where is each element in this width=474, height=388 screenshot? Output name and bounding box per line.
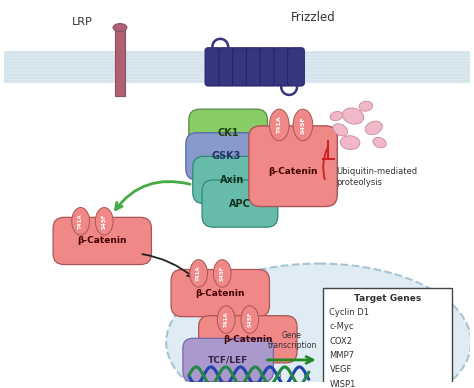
Ellipse shape (373, 137, 386, 148)
Ellipse shape (359, 101, 373, 111)
FancyBboxPatch shape (186, 133, 266, 180)
FancyBboxPatch shape (288, 48, 304, 86)
Text: Ubiquitin-mediated
proteolysis: Ubiquitin-mediated proteolysis (337, 167, 418, 187)
Text: β-Catenin: β-Catenin (223, 335, 273, 344)
Ellipse shape (166, 263, 471, 388)
FancyBboxPatch shape (202, 180, 278, 227)
Ellipse shape (241, 306, 259, 333)
Ellipse shape (269, 109, 289, 140)
Text: S45F: S45F (102, 213, 107, 229)
Bar (115, 29, 125, 96)
Text: S45F: S45F (220, 266, 225, 281)
Ellipse shape (218, 306, 235, 333)
Ellipse shape (72, 208, 90, 235)
Ellipse shape (330, 111, 343, 121)
FancyBboxPatch shape (323, 288, 452, 388)
FancyBboxPatch shape (205, 48, 222, 86)
FancyBboxPatch shape (199, 316, 297, 363)
Text: VEGF: VEGF (329, 365, 352, 374)
Text: S45F: S45F (247, 312, 252, 327)
Bar (4, 51, 470, 83)
Text: APC: APC (229, 199, 251, 209)
Text: Gene
transcription: Gene transcription (267, 331, 317, 350)
FancyBboxPatch shape (274, 48, 291, 86)
Text: Axin: Axin (220, 175, 244, 185)
FancyBboxPatch shape (193, 156, 272, 204)
FancyBboxPatch shape (246, 48, 263, 86)
Ellipse shape (340, 136, 360, 149)
Text: Cyclin D1: Cyclin D1 (329, 308, 369, 317)
Text: S45F: S45F (301, 116, 305, 134)
Text: β-Catenin: β-Catenin (196, 289, 245, 298)
Text: WISP1: WISP1 (329, 379, 356, 388)
Ellipse shape (365, 121, 383, 135)
Text: T41A: T41A (196, 265, 201, 281)
FancyBboxPatch shape (260, 48, 277, 86)
Text: Target Genes: Target Genes (354, 294, 421, 303)
FancyBboxPatch shape (189, 109, 267, 156)
Text: CK1: CK1 (218, 128, 239, 138)
Ellipse shape (213, 260, 231, 287)
Text: MMP7: MMP7 (329, 351, 355, 360)
Ellipse shape (333, 124, 347, 136)
Text: GSK3: GSK3 (211, 151, 241, 161)
Ellipse shape (113, 24, 127, 31)
Text: β-Catenin: β-Catenin (78, 236, 127, 246)
Text: T41A: T41A (277, 116, 282, 134)
FancyBboxPatch shape (249, 126, 337, 206)
Text: COX2: COX2 (329, 337, 353, 346)
Ellipse shape (293, 109, 313, 140)
Ellipse shape (95, 208, 113, 235)
Text: TCF/LEF: TCF/LEF (208, 355, 248, 364)
Text: T41A: T41A (78, 213, 83, 229)
Ellipse shape (190, 260, 208, 287)
FancyBboxPatch shape (183, 338, 273, 381)
FancyBboxPatch shape (219, 48, 236, 86)
FancyBboxPatch shape (53, 217, 151, 265)
Text: Frizzled: Frizzled (292, 11, 336, 24)
Text: T41A: T41A (224, 312, 228, 327)
FancyBboxPatch shape (171, 269, 269, 317)
Text: LRP: LRP (72, 17, 93, 27)
FancyBboxPatch shape (233, 48, 249, 86)
Ellipse shape (342, 108, 364, 124)
Text: β-Catenin: β-Catenin (268, 166, 318, 176)
Text: c-Myc: c-Myc (329, 322, 354, 331)
